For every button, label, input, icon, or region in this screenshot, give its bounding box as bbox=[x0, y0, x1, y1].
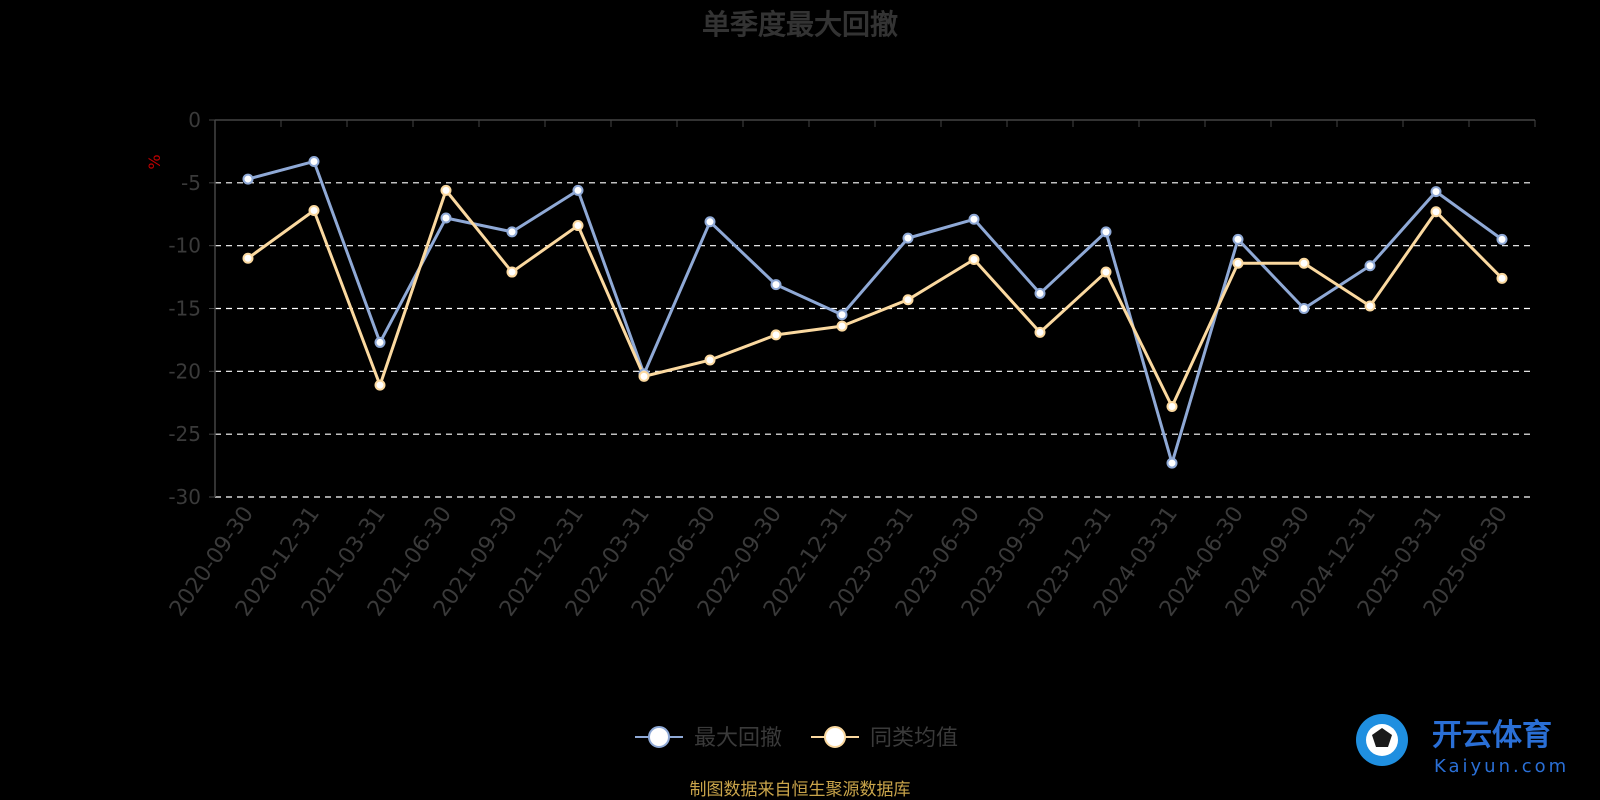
data-point-0[interactable] bbox=[308, 155, 320, 167]
data-point-1[interactable] bbox=[1034, 326, 1046, 338]
data-point-0[interactable] bbox=[704, 216, 716, 228]
data-point-1[interactable] bbox=[638, 370, 650, 382]
logo-ball-pentagon bbox=[1372, 728, 1392, 747]
y-axis-unit: % bbox=[145, 154, 164, 169]
legend-label-peer-average: 同类均值 bbox=[870, 726, 958, 751]
data-point-1[interactable] bbox=[572, 220, 584, 232]
legend-item-peer-average[interactable]: 同类均值 bbox=[811, 726, 958, 751]
y-tick-label: -25 bbox=[168, 422, 201, 446]
data-point-1[interactable] bbox=[1232, 257, 1244, 269]
data-point-1[interactable] bbox=[1166, 401, 1178, 413]
watermark-logo: 开云体育 Kaiyun.com bbox=[1356, 714, 1569, 777]
data-point-0[interactable] bbox=[770, 279, 782, 291]
y-tick-label: -30 bbox=[168, 485, 201, 509]
data-point-1[interactable] bbox=[836, 320, 848, 332]
data-point-0[interactable] bbox=[1166, 457, 1178, 469]
data-point-0[interactable] bbox=[1100, 226, 1112, 238]
data-point-0[interactable] bbox=[1496, 233, 1508, 245]
data-point-0[interactable] bbox=[968, 213, 980, 225]
data-point-1[interactable] bbox=[440, 184, 452, 196]
legend-marker-max-drawdown bbox=[648, 726, 670, 748]
data-point-0[interactable] bbox=[440, 212, 452, 224]
series-line-0 bbox=[247, 159, 1503, 465]
series-line-1 bbox=[247, 188, 1504, 409]
axes bbox=[209, 119, 1536, 498]
data-point-1[interactable] bbox=[374, 379, 386, 391]
data-point-0[interactable] bbox=[506, 226, 518, 238]
legend-label-max-drawdown: 最大回撤 bbox=[694, 726, 782, 751]
x-tick-labels: 2020-09-302020-12-312021-03-312021-06-30… bbox=[165, 502, 1513, 621]
data-point-1[interactable] bbox=[242, 252, 254, 264]
data-point-1[interactable] bbox=[506, 266, 518, 278]
series-group bbox=[242, 155, 1508, 469]
data-point-1[interactable] bbox=[968, 253, 980, 265]
data-point-1[interactable] bbox=[1496, 272, 1508, 284]
watermark-domain: Kaiyun.com bbox=[1434, 756, 1569, 777]
y-tick-label: -10 bbox=[168, 234, 201, 258]
data-point-1[interactable] bbox=[704, 354, 716, 366]
watermark-name: 开云体育 bbox=[1432, 718, 1552, 753]
data-point-0[interactable] bbox=[374, 336, 386, 348]
data-point-1[interactable] bbox=[1364, 300, 1376, 312]
y-tick-label: -15 bbox=[168, 297, 201, 321]
data-point-0[interactable] bbox=[902, 232, 914, 244]
data-point-0[interactable] bbox=[572, 184, 584, 196]
gridlines bbox=[215, 182, 1535, 498]
legend-marker-peer-average bbox=[824, 726, 846, 748]
data-point-0[interactable] bbox=[1034, 287, 1046, 299]
y-tick-label: 0 bbox=[188, 108, 201, 132]
y-tick-labels: 0 -5 -10 -15 -20 -25 -30 bbox=[168, 108, 201, 509]
data-point-0[interactable] bbox=[1298, 303, 1310, 314]
data-point-1[interactable] bbox=[902, 294, 914, 306]
data-point-1[interactable] bbox=[1298, 257, 1310, 269]
y-tick-label: -20 bbox=[168, 359, 201, 383]
data-point-0[interactable] bbox=[242, 173, 254, 185]
data-point-0[interactable] bbox=[1232, 233, 1244, 245]
legend: 最大回撤 同类均值 bbox=[635, 726, 958, 751]
legend-item-max-drawdown[interactable]: 最大回撤 bbox=[635, 726, 782, 751]
data-point-0[interactable] bbox=[1364, 260, 1376, 272]
data-point-0[interactable] bbox=[1430, 186, 1442, 198]
data-point-1[interactable] bbox=[1430, 206, 1442, 218]
chart-title: 单季度最大回撤 bbox=[702, 8, 898, 41]
data-point-1[interactable] bbox=[770, 329, 782, 341]
data-point-1[interactable] bbox=[1100, 266, 1112, 278]
data-point-1[interactable] bbox=[308, 204, 320, 216]
source-note: 制图数据来自恒生聚源数据库 bbox=[690, 780, 911, 800]
y-tick-label: -5 bbox=[181, 171, 201, 195]
data-point-0[interactable] bbox=[836, 309, 848, 321]
